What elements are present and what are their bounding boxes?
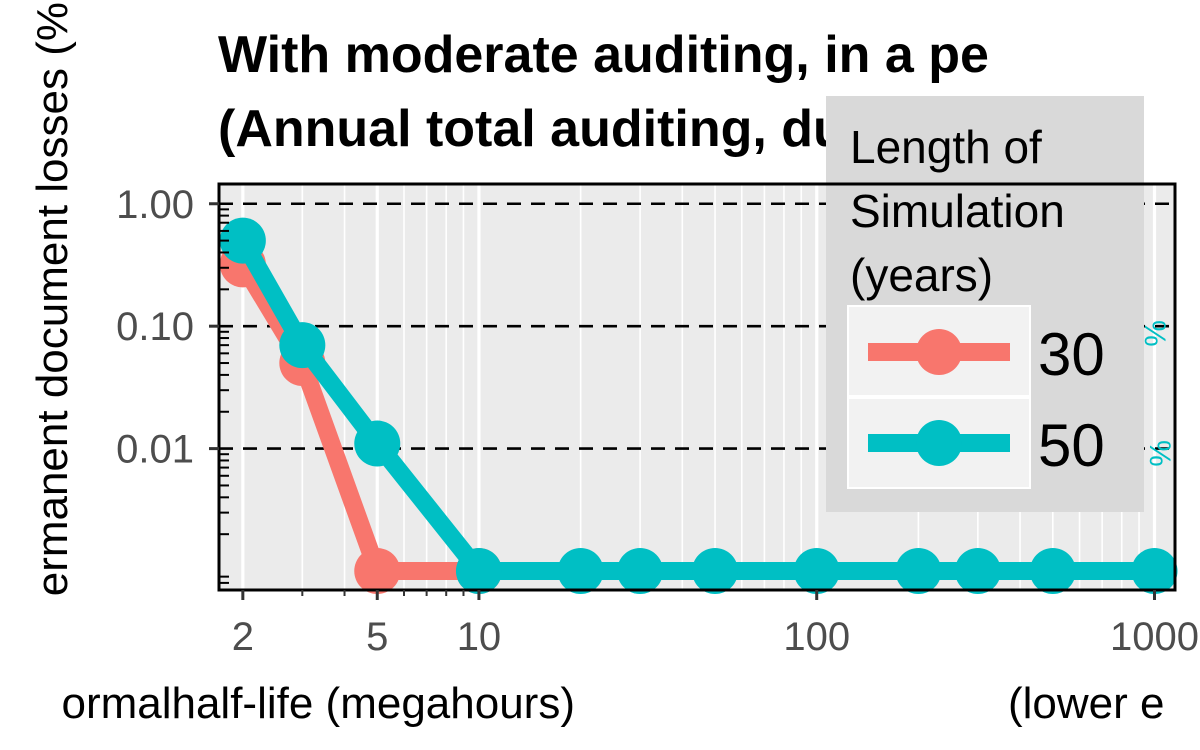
x-tick-label: 5 [366,615,388,659]
y-tick-label: 1.00 [116,183,194,227]
data-point-50 [895,548,942,595]
axes: 2 5 10 100 1000 1.00 0.10 0.01 [116,183,1199,659]
series-line-30 [235,259,479,580]
data-point-50 [617,548,664,595]
data-point-50 [354,420,401,467]
chart-title-line-1: With moderate auditing, in a pe [218,26,989,84]
data-point-50 [557,548,604,595]
x-tick-label: 100 [783,615,850,659]
legend-title-line-2: Simulation [850,185,1065,237]
data-point-50 [954,548,1001,595]
legend: Length of Simulation (years) 30 50 [826,96,1144,512]
legend-key-dot-30 [916,329,962,375]
x-tick-label: 1000 [1110,615,1199,659]
y-axis-label: ermanent document losses (% [28,2,77,596]
data-point-50 [793,548,840,595]
legend-key-dot-50 [916,420,962,466]
legend-title-line-3: (years) [850,249,993,301]
data-point-50 [1029,548,1076,595]
x-axis-label: ormalhalf-life (megahours) [61,679,575,728]
x-tick-label: 2 [232,615,254,659]
series-layer [219,217,1178,595]
x-axis-label-right: (lower e [1008,679,1165,728]
legend-title-line-1: Length of [850,121,1042,173]
data-point-50 [1131,548,1178,595]
data-point-50 [455,548,502,595]
data-point-50 [279,322,326,369]
data-point-30 [354,548,401,595]
y-tick-label: 0.01 [116,428,194,472]
data-point-50 [692,548,739,595]
panel-border [217,182,1177,592]
legend-label-30: 30 [1038,321,1105,388]
y-tick-label: 0.10 [116,305,194,349]
data-point-50 [219,217,266,264]
legend-label-50: 50 [1038,412,1105,479]
x-tick-label: 10 [457,615,502,659]
annotation-percent: % [1143,440,1176,467]
